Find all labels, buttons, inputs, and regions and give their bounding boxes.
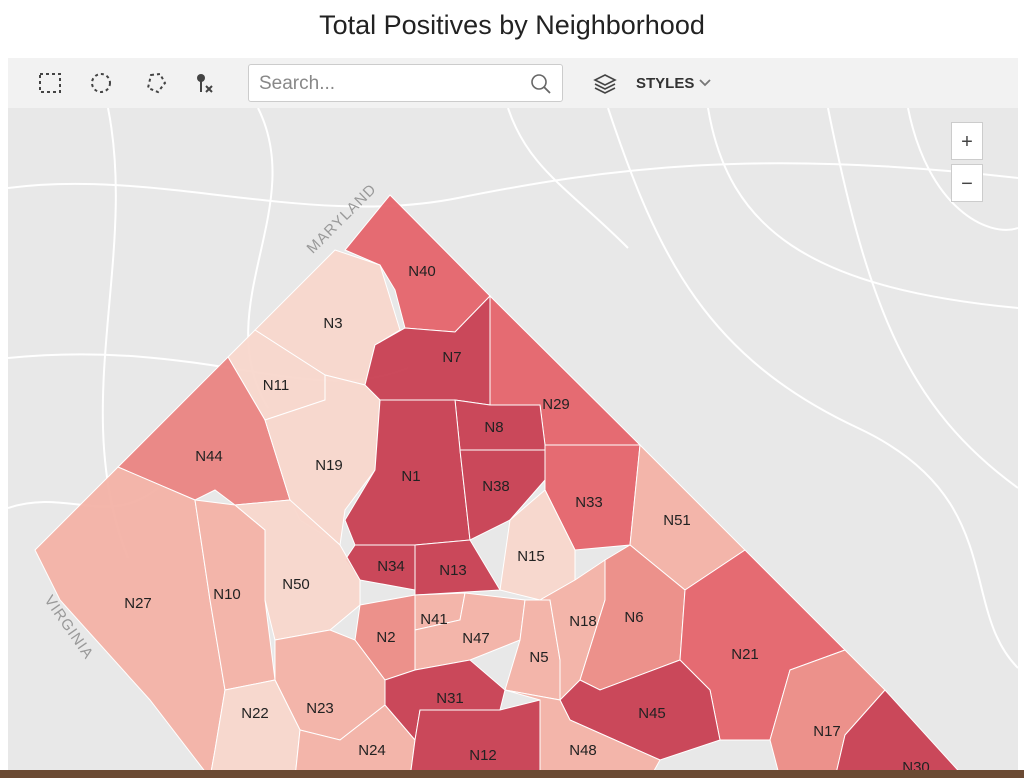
map[interactable]: N40 N3 N11 N44 N19 N7 N29 N8 N1 N38 N33 N51 N15 N34 N1… xyxy=(8,108,1018,778)
region-label: N51 xyxy=(663,512,691,529)
region-label: N34 xyxy=(377,558,405,575)
region-label: N22 xyxy=(241,705,269,722)
region-label: N13 xyxy=(439,562,467,579)
region xyxy=(414,539,501,596)
region-label: N29 xyxy=(542,396,570,413)
lasso-select[interactable] xyxy=(146,72,167,94)
styles-button[interactable]: STYLES xyxy=(636,75,711,92)
region-label: N50 xyxy=(282,576,310,593)
region-label: N18 xyxy=(569,613,597,630)
region xyxy=(233,499,361,641)
region-label: N27 xyxy=(124,595,152,612)
region-label: N23 xyxy=(306,700,334,717)
chevron xyxy=(698,79,711,87)
region-label: N44 xyxy=(195,448,223,465)
region xyxy=(209,679,301,778)
search-placeholder: Search... xyxy=(259,73,336,94)
region-label: N41 xyxy=(420,611,448,628)
region xyxy=(459,449,546,541)
layers-icon[interactable] xyxy=(593,72,617,96)
region-label: N7 xyxy=(442,349,461,366)
toolbar: Search... STYLES xyxy=(8,58,1018,108)
region-label: N2 xyxy=(376,629,395,646)
region xyxy=(409,699,541,778)
styles-label: STYLES xyxy=(636,75,695,92)
bottom-strip xyxy=(0,770,1024,778)
region xyxy=(834,689,966,778)
region-label: N6 xyxy=(624,609,643,626)
regions: N40 N3 N11 N44 N19 N7 N29 N8 N1 N38 N33 N51 N15 N34 N1… xyxy=(34,194,966,778)
region-label: N8 xyxy=(484,419,503,436)
region-label: N15 xyxy=(517,548,545,565)
region-label: N45 xyxy=(638,705,666,722)
region-label: N24 xyxy=(358,742,386,759)
region xyxy=(544,444,641,551)
region-label: N5 xyxy=(529,649,548,666)
region-label: N48 xyxy=(569,742,597,759)
region-label: N3 xyxy=(323,315,342,332)
region-label: N33 xyxy=(575,494,603,511)
region-label: N21 xyxy=(731,646,759,663)
region-label: N17 xyxy=(813,723,841,740)
region-label: N38 xyxy=(482,478,510,495)
search-box[interactable]: Search... xyxy=(248,64,563,102)
region-label: N47 xyxy=(462,630,490,647)
rect-select[interactable] xyxy=(39,73,61,93)
tool-icons xyxy=(39,72,213,94)
search-icon xyxy=(531,74,551,94)
region-label: N31 xyxy=(436,690,464,707)
region-label: N12 xyxy=(469,747,497,764)
region-label: N10 xyxy=(213,586,241,603)
region-label: N1 xyxy=(401,468,420,485)
region-label: N40 xyxy=(408,263,436,280)
clear-select[interactable] xyxy=(197,74,213,93)
region-label: N19 xyxy=(315,457,343,474)
title: Total Positives by Neighborhood xyxy=(319,10,705,40)
zoom-out[interactable]: − xyxy=(951,164,983,202)
region-label: N11 xyxy=(263,377,289,394)
zoom-in[interactable]: + xyxy=(951,122,983,160)
circle-select[interactable] xyxy=(91,73,111,93)
region xyxy=(504,689,661,778)
